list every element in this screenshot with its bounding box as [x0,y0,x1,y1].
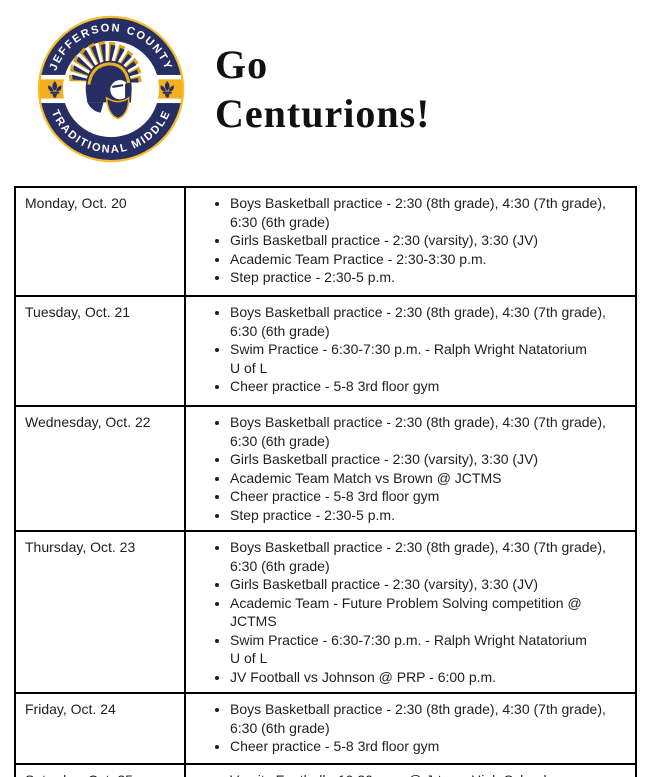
day-cell: Saturday, Oct. 25 [14,763,186,777]
centurion-helmet-icon [68,40,142,120]
table-row: Wednesday, Oct. 22 Boys Basketball practi… [14,405,637,532]
event-item: Girls Basketball practice - 2:30 (varsit… [230,231,631,250]
event-item: Girls Basketball practice - 2:30 (varsit… [230,450,631,469]
event-item: Academic Team - Future Problem Solving c… [230,594,631,631]
events-cell: Boys Basketball practice - 2:30 (8th gra… [184,295,637,407]
day-cell: Friday, Oct. 24 [14,692,186,765]
events-cell: Boys Basketball practice - 2:30 (8th gra… [184,692,637,765]
event-item: Boys Basketball practice - 2:30 (8th gra… [230,303,631,340]
event-item: JV Football vs Johnson @ PRP - 6:00 p.m. [230,668,631,687]
event-item: Boys Basketball practice - 2:30 (8th gra… [230,538,631,575]
event-item: Girls Basketball practice - 2:30 (varsit… [230,575,631,594]
table-row: Monday, Oct. 20 Boys Basketball practice … [14,186,637,297]
events-cell: Varsity Football - 10:30 a.m. @ J-town H… [184,763,637,777]
event-item: Cheer practice - 5-8 3rd floor gym [230,487,631,506]
event-item: Cheer practice - 5-8 3rd floor gym [230,377,631,396]
events-cell: Boys Basketball practice - 2:30 (8th gra… [184,186,637,297]
table-row: Thursday, Oct. 23 Boys Basketball practic… [14,530,637,694]
event-item: Boys Basketball practice - 2:30 (8th gra… [230,194,631,231]
event-item: Varsity Football - 10:30 a.m. @ J-town H… [230,771,631,777]
event-item: Step practice - 2:30-5 p.m. [230,268,631,287]
event-list: Boys Basketball practice - 2:30 (8th gra… [194,700,631,756]
event-item: Academic Team Practice - 2:30-3:30 p.m. [230,250,631,269]
event-list: Boys Basketball practice - 2:30 (8th gra… [194,538,631,686]
event-item: Step practice - 2:30-5 p.m. [230,506,631,525]
schedule-table: Monday, Oct. 20 Boys Basketball practice … [14,186,637,777]
day-cell: Monday, Oct. 20 [14,186,186,297]
event-list: Boys Basketball practice - 2:30 (8th gra… [194,194,631,287]
table-row: Tuesday, Oct. 21 Boys Basketball practice… [14,295,637,407]
header: JEFFERSON COUNTY TRADITIONAL MIDDLE Go C… [0,0,661,163]
day-cell: Thursday, Oct. 23 [14,530,186,694]
school-logo: JEFFERSON COUNTY TRADITIONAL MIDDLE [37,15,185,163]
school-logo-seal: JEFFERSON COUNTY TRADITIONAL MIDDLE [37,15,185,163]
day-cell: Wednesday, Oct. 22 [14,405,186,532]
events-cell: Boys Basketball practice - 2:30 (8th gra… [184,530,637,694]
event-list: Varsity Football - 10:30 a.m. @ J-town H… [194,771,631,777]
events-cell: Boys Basketball practice - 2:30 (8th gra… [184,405,637,532]
event-item: Boys Basketball practice - 2:30 (8th gra… [230,413,631,450]
event-list: Boys Basketball practice - 2:30 (8th gra… [194,303,631,396]
event-item: Swim Practice - 6:30-7:30 p.m. - Ralph W… [230,340,631,377]
table-row: Friday, Oct. 24 Boys Basketball practice … [14,692,637,765]
event-item: Cheer practice - 5-8 3rd floor gym [230,737,631,756]
page-title: Go Centurions! [215,42,431,136]
event-item: Academic Team Match vs Brown @ JCTMS [230,469,631,488]
schedule-body: Monday, Oct. 20 Boys Basketball practice … [14,186,637,777]
day-cell: Tuesday, Oct. 21 [14,295,186,407]
event-item: Boys Basketball practice - 2:30 (8th gra… [230,700,631,737]
event-list: Boys Basketball practice - 2:30 (8th gra… [194,413,631,524]
event-item: Swim Practice - 6:30-7:30 p.m. - Ralph W… [230,631,631,668]
table-row: Saturday, Oct. 25 Varsity Football - 10:3… [14,763,637,777]
